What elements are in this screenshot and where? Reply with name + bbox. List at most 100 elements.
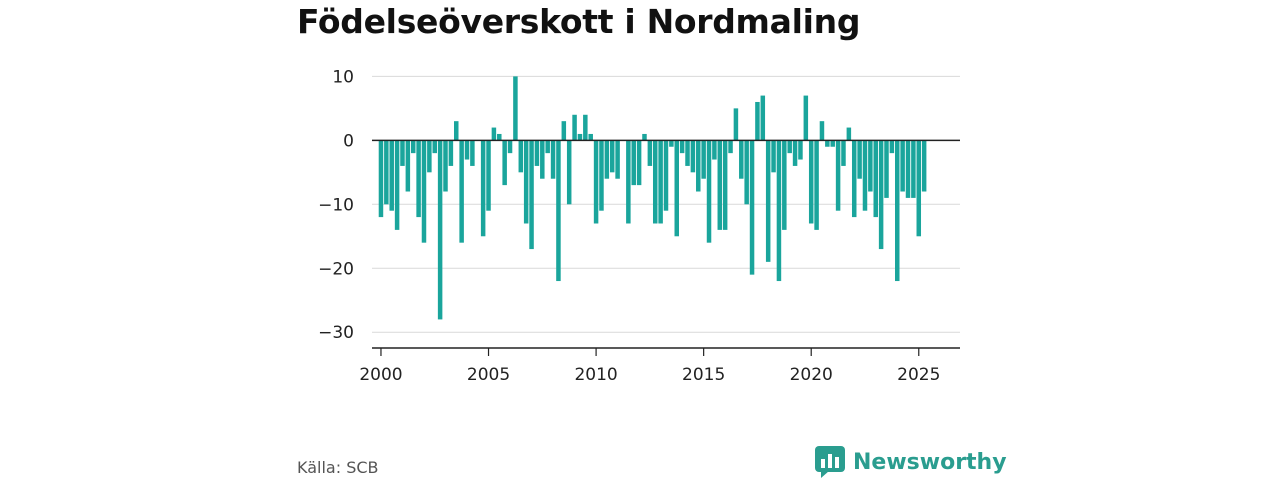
brand-logo: Newsworthy: [815, 446, 1007, 478]
bar: [712, 140, 717, 160]
x-tick-label: 2010: [574, 365, 617, 385]
y-tick-label: 10: [332, 67, 354, 87]
bar: [808, 140, 814, 224]
bar: [556, 140, 561, 282]
bars: [378, 76, 927, 320]
bar: [733, 108, 739, 141]
bar: [459, 140, 464, 243]
bar: [631, 140, 636, 186]
bar: [755, 101, 760, 141]
bar: [878, 140, 884, 250]
bar: [841, 140, 846, 166]
bar: [771, 140, 776, 173]
bar: [540, 140, 545, 179]
bar: [615, 140, 620, 179]
bar: [921, 140, 927, 192]
x-tick-label: 2015: [682, 365, 725, 385]
bar: [410, 140, 416, 154]
bar: [819, 121, 825, 141]
bar: [497, 133, 502, 141]
bar: [470, 140, 475, 166]
bar: [744, 140, 749, 205]
bar: [561, 121, 567, 141]
bar: [572, 114, 577, 141]
y-tick-label: −10: [318, 195, 354, 215]
bar: [717, 140, 723, 230]
bar: [523, 140, 529, 224]
bar: [513, 76, 518, 141]
bar: [518, 140, 524, 173]
bar: [679, 140, 685, 154]
bar: [427, 140, 432, 173]
bar: [787, 140, 792, 154]
bar: [464, 140, 470, 160]
bar: [905, 140, 911, 198]
x-tick-label: 2005: [467, 365, 510, 385]
bar: [550, 140, 556, 179]
bar: [685, 140, 690, 166]
bar: [760, 95, 766, 141]
bar: [851, 140, 857, 218]
source-note: Källa: SCB: [297, 458, 379, 477]
bar: [416, 140, 421, 218]
bar: [706, 140, 712, 243]
chart-title: Födelseöverskott i Nordmaling: [297, 2, 861, 41]
bar: [378, 140, 384, 218]
y-tick-label: 0: [343, 131, 354, 151]
bar: [889, 140, 895, 154]
bar: [529, 140, 534, 250]
bar: [658, 140, 663, 224]
bar: [792, 140, 798, 166]
bar: [782, 140, 787, 230]
bar: [604, 140, 610, 179]
axes: [372, 139, 960, 349]
bar: [830, 140, 835, 147]
bar: [803, 95, 809, 141]
bar: [384, 140, 389, 205]
bar: [437, 140, 443, 320]
bar: [647, 140, 653, 166]
bar: [814, 140, 819, 230]
bar: [636, 140, 642, 186]
bar: [825, 140, 830, 147]
bar: [862, 140, 868, 211]
y-tick-labels: 10 0 −10 −20 −30: [318, 67, 354, 343]
bar: [895, 140, 900, 282]
bar: [394, 140, 400, 230]
bar: [400, 140, 405, 166]
x-tick-label: 2000: [359, 365, 402, 385]
bar: [593, 140, 599, 224]
bar: [846, 127, 852, 141]
bar: [701, 140, 706, 179]
bar: [652, 140, 658, 224]
bar: [502, 140, 507, 186]
bar: [599, 140, 604, 211]
bar: [696, 140, 701, 192]
x-tick-label: 2020: [790, 365, 833, 385]
bar: [873, 140, 878, 218]
bar: [690, 140, 696, 173]
bar: [765, 140, 771, 262]
bar: [674, 140, 680, 237]
bar: [722, 140, 728, 230]
bar: [448, 140, 454, 166]
bar: [663, 140, 669, 211]
bar-chart-speech-bubble-icon: [815, 446, 845, 478]
bar: [642, 133, 647, 141]
bar: [480, 140, 486, 237]
bar: [857, 140, 862, 179]
bar: [421, 140, 427, 243]
bar: [916, 140, 922, 237]
bar: [626, 140, 631, 224]
bar: [491, 127, 497, 141]
bar: [728, 140, 733, 154]
bar: [534, 140, 540, 166]
bar: [389, 140, 394, 211]
bar: [577, 133, 583, 141]
bar-chart: 10 0 −10 −20 −30 2000 2005 2010 2015 2020 2025: [318, 67, 960, 385]
bar: [588, 133, 593, 141]
bar: [432, 140, 437, 154]
bar: [507, 140, 513, 154]
bar: [566, 140, 572, 205]
bar: [835, 140, 841, 211]
